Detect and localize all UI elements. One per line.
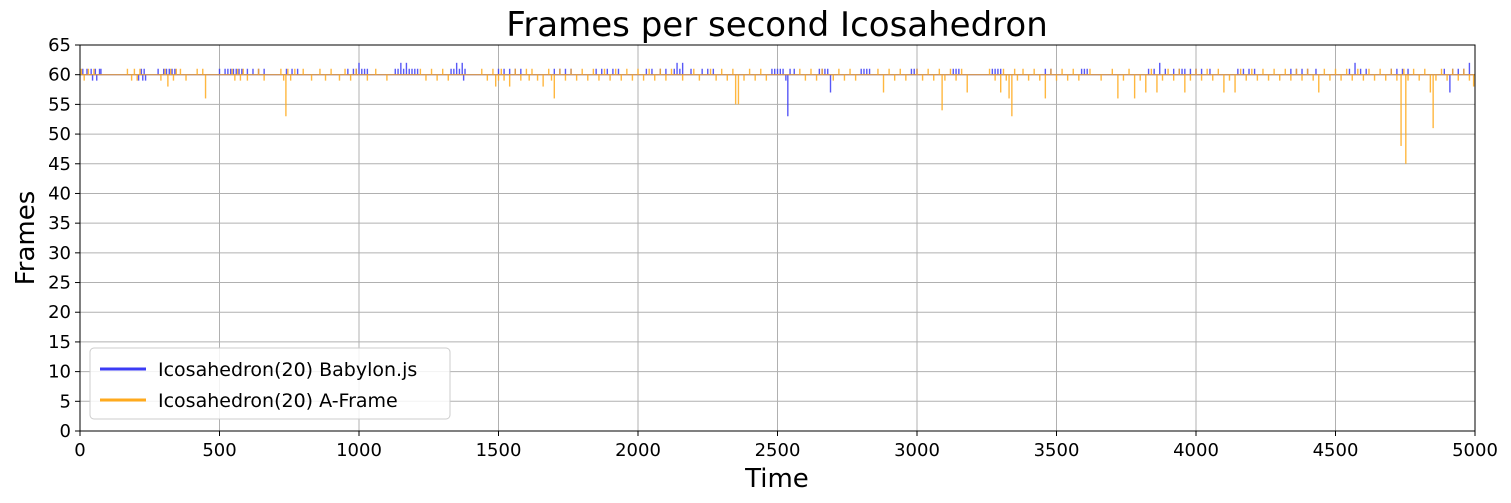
y-tick-label: 20 (48, 302, 71, 323)
y-tick-label: 40 (48, 183, 71, 204)
y-tick-label: 65 (48, 35, 71, 56)
x-tick-label: 0 (74, 440, 85, 461)
x-tick-label: 3500 (1034, 440, 1080, 461)
y-tick-label: 45 (48, 154, 71, 175)
y-tick-label: 50 (48, 124, 71, 145)
legend-box (89, 347, 451, 420)
y-axis-title: Frames (11, 191, 41, 286)
x-tick-label: 4500 (1313, 440, 1359, 461)
series-layer (80, 62, 1475, 164)
y-tick-label: 0 (60, 421, 71, 442)
x-axis-ticks: 0 500 1000 1500 2000 2500 3000 3500 4000 4500 5000 (74, 431, 1498, 461)
legend: Icosahedron(20) Babylon.js Icosahedron(2… (89, 347, 451, 420)
y-tick-label: 15 (48, 332, 71, 353)
y-axis-ticks: 0 5 10 15 20 25 30 35 40 45 50 55 60 65 (48, 35, 80, 442)
x-tick-label: 1500 (476, 440, 522, 461)
series-aframe (80, 68, 1475, 164)
x-tick-label: 1000 (336, 440, 382, 461)
y-tick-label: 30 (48, 243, 71, 264)
y-tick-label: 25 (48, 273, 71, 294)
chart-title: Frames per second Icosahedron (506, 5, 1048, 45)
x-tick-label: 2500 (755, 440, 801, 461)
x-tick-label: 4000 (1173, 440, 1219, 461)
y-tick-label: 60 (48, 65, 71, 86)
legend-label-babylon: Icosahedron(20) Babylon.js (158, 359, 417, 381)
x-tick-label: 3000 (894, 440, 940, 461)
x-tick-label: 5000 (1452, 440, 1498, 461)
x-axis-title: Time (744, 464, 809, 494)
y-tick-label: 5 (60, 391, 71, 412)
x-tick-label: 500 (202, 440, 236, 461)
y-tick-label: 10 (48, 362, 71, 383)
x-tick-label: 2000 (615, 440, 661, 461)
y-tick-label: 55 (48, 94, 71, 115)
legend-label-aframe: Icosahedron(20) A-Frame (158, 390, 398, 412)
y-tick-label: 35 (48, 213, 71, 234)
